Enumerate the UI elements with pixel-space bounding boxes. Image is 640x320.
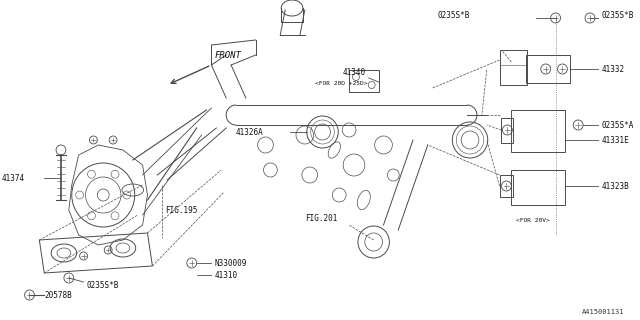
Text: 41323B: 41323B xyxy=(602,181,630,190)
Bar xyxy=(500,50,527,85)
Text: 0235S*B: 0235S*B xyxy=(438,11,470,20)
Text: FIG.195: FIG.195 xyxy=(165,205,198,214)
Bar xyxy=(502,118,513,143)
Text: FIG.201: FIG.201 xyxy=(305,213,337,222)
Text: N330009: N330009 xyxy=(214,259,247,268)
Text: 0235S*A: 0235S*A xyxy=(602,121,634,130)
Bar xyxy=(500,175,513,197)
Text: FRONT: FRONT xyxy=(214,51,241,60)
Text: 41310: 41310 xyxy=(214,270,237,279)
Bar xyxy=(511,170,565,205)
Text: <FOR 20V>: <FOR 20V> xyxy=(516,218,550,222)
Text: <FOR 20D +25D>: <FOR 20D +25D> xyxy=(315,81,367,85)
Text: 41374: 41374 xyxy=(2,173,25,182)
Bar xyxy=(526,55,570,83)
Bar xyxy=(349,70,379,92)
Text: 41326A: 41326A xyxy=(236,127,264,137)
Text: 41332: 41332 xyxy=(602,65,625,74)
Text: A415001131: A415001131 xyxy=(582,309,625,315)
Text: 41340: 41340 xyxy=(342,68,365,76)
Text: 20578B: 20578B xyxy=(44,291,72,300)
Text: 41331E: 41331E xyxy=(602,135,630,145)
Text: 0235S*B: 0235S*B xyxy=(602,11,634,20)
Bar xyxy=(511,110,565,152)
Text: 0235S*B: 0235S*B xyxy=(86,281,119,290)
